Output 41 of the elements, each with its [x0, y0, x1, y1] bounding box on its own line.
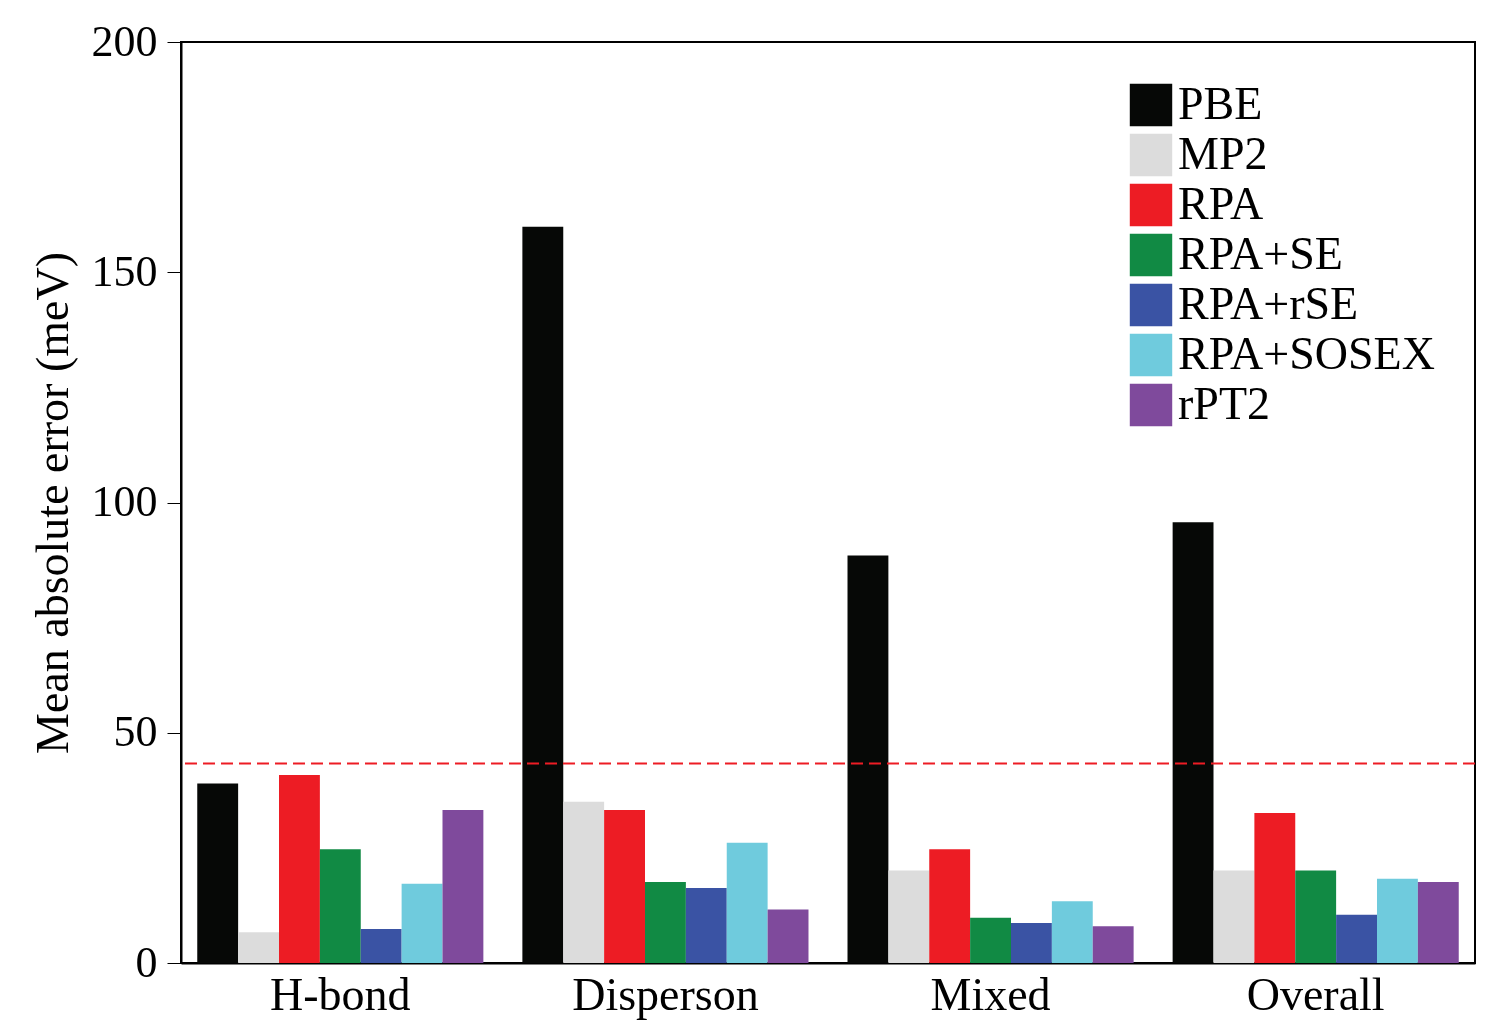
- legend-label: RPA+rSE: [1178, 278, 1359, 329]
- bar: [563, 801, 605, 963]
- bar: [360, 928, 402, 963]
- y-tick-label: 100: [91, 477, 158, 526]
- bar: [929, 849, 971, 963]
- bar: [970, 917, 1011, 963]
- bar: [726, 842, 768, 963]
- bar: [645, 881, 686, 963]
- bar: [442, 810, 484, 963]
- legend-label: RPA: [1178, 178, 1264, 229]
- y-tick-label: 0: [135, 937, 158, 987]
- bar: [1051, 901, 1093, 963]
- legend-label: RPA+SE: [1178, 228, 1343, 279]
- bar: [1336, 914, 1377, 963]
- y-tick-label: 200: [91, 16, 158, 66]
- y-tick-label: 150: [91, 246, 158, 296]
- x-tick-label: H-bond: [270, 968, 411, 1020]
- y-axis-title: Mean absolute error (meV): [26, 252, 78, 754]
- bar: [767, 909, 809, 963]
- bar: [1092, 926, 1134, 963]
- x-tick-label: Mixed: [930, 968, 1051, 1020]
- bar: [238, 932, 279, 963]
- bar: [888, 870, 930, 963]
- y-tick-label: 50: [113, 707, 158, 757]
- bar: [1295, 870, 1337, 963]
- legend-label: RPA+SOSEX: [1178, 328, 1435, 379]
- bar: [685, 887, 727, 963]
- bar: [604, 810, 645, 963]
- bar: [1011, 922, 1052, 963]
- x-tick-label: Disperson: [572, 968, 759, 1020]
- x-tick-label: Overall: [1246, 968, 1385, 1020]
- bar: [319, 849, 361, 963]
- bar: [279, 775, 320, 963]
- bar: [401, 883, 443, 963]
- legend-label: MP2: [1178, 128, 1268, 179]
- bar: [1254, 812, 1296, 963]
- legend-label: PBE: [1178, 78, 1263, 129]
- bar: [1377, 878, 1418, 963]
- legend-label: rPT2: [1178, 378, 1270, 429]
- bar: [1417, 881, 1459, 963]
- bar: [1213, 870, 1255, 963]
